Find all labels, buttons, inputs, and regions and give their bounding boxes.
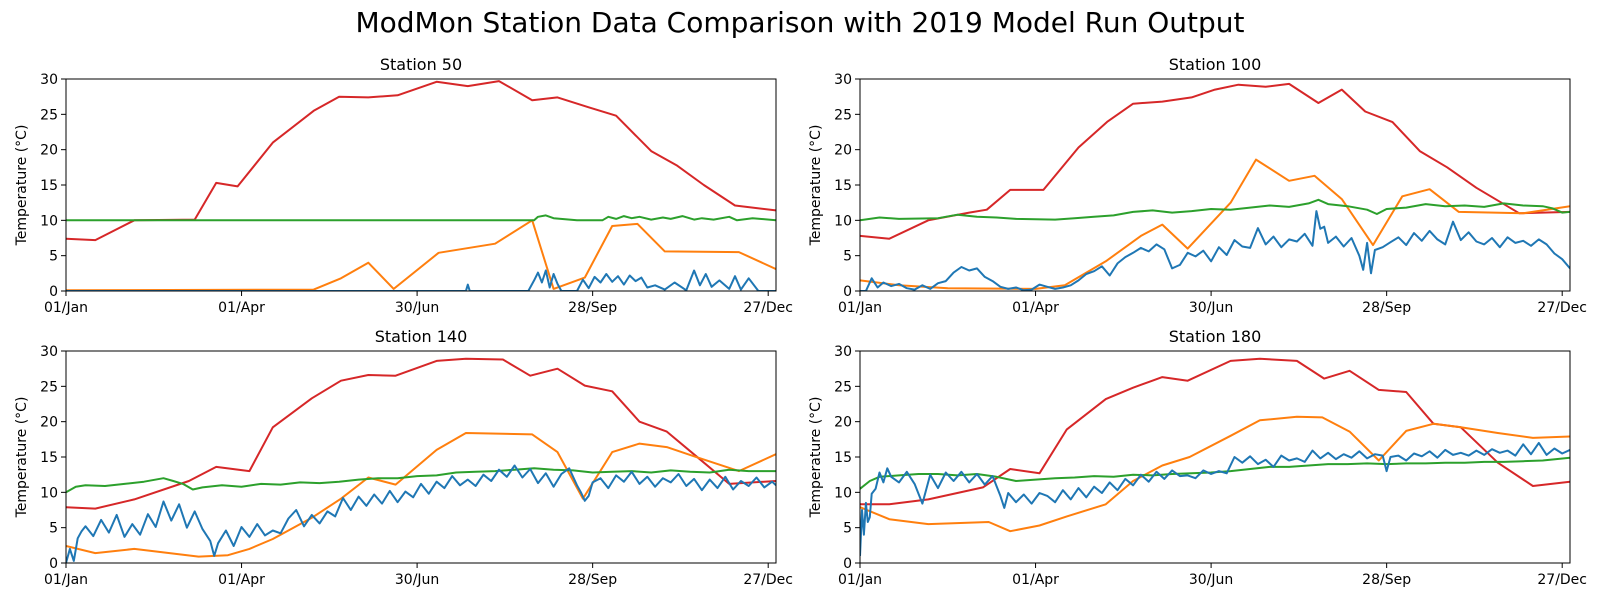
y-tick-label: 20 (834, 415, 852, 431)
series-line-green (66, 214, 776, 222)
x-tick-label: 01/Jan (838, 300, 882, 316)
y-tick-label: 5 (843, 521, 852, 537)
series-line-red (66, 80, 776, 242)
x-tick-label: 01/Apr (218, 572, 265, 588)
x-tick-label: 30/Jun (1189, 300, 1233, 316)
y-axis-label: Temperature (°C) (14, 125, 30, 247)
series-line-orange (66, 432, 776, 558)
y-tick-label: 25 (40, 379, 58, 395)
plot-frame (65, 350, 777, 564)
x-tick-label: 01/Apr (218, 300, 265, 316)
y-tick-label: 25 (40, 107, 58, 123)
x-tick-label: 27/Dec (1537, 300, 1587, 316)
y-tick-label: 5 (49, 521, 58, 537)
y-tick-label: 15 (834, 178, 852, 194)
y-tick-label: 10 (40, 485, 58, 501)
x-tick-label: 30/Jun (395, 572, 439, 588)
y-tick-label: 15 (834, 450, 852, 466)
y-tick-label: 10 (834, 485, 852, 501)
x-tick-label: 01/Jan (44, 300, 88, 316)
y-tick-label: 5 (843, 249, 852, 265)
y-tick-label: 0 (49, 556, 58, 572)
y-tick-label: 20 (40, 415, 58, 431)
plot-frame (859, 78, 1571, 292)
subplot-title: Station 140 (375, 327, 468, 346)
subplot-station-2: 0 5 10 15 20 25 30 01/Jan 01/Apr 30/Jun 28/Sep 27/D… (14, 327, 793, 588)
y-tick-label: 25 (834, 379, 852, 395)
x-tick-label: 01/Apr (1012, 300, 1059, 316)
series-line-red (860, 357, 1570, 506)
y-axis-label: Temperature (°C) (14, 397, 30, 519)
y-tick-label: 0 (843, 556, 852, 572)
plot-frame (65, 78, 777, 292)
x-tick-label: 28/Sep (1362, 300, 1411, 316)
x-tick-label: 01/Jan (838, 572, 882, 588)
plot-frame (859, 350, 1571, 564)
x-tick-label: 30/Jun (395, 300, 439, 316)
subplot-station-0: 0 5 10 15 20 25 30 01/Jan 01/Apr 30/Jun 28/Sep 27/D… (14, 55, 793, 316)
y-axis-label: Temperature (°C) (808, 397, 824, 519)
y-tick-label: 5 (49, 249, 58, 265)
series-line-orange (860, 158, 1570, 290)
x-tick-label: 28/Sep (1362, 572, 1411, 588)
subplot-title: Station 50 (380, 55, 462, 74)
x-tick-label: 01/Apr (1012, 572, 1059, 588)
y-tick-label: 0 (843, 284, 852, 300)
x-tick-label: 28/Sep (568, 572, 617, 588)
series-line-red (66, 357, 776, 510)
y-tick-label: 20 (40, 143, 58, 159)
series-line-blue (860, 210, 1570, 291)
series-line-orange (860, 415, 1570, 533)
series-line-blue (66, 269, 776, 291)
y-tick-label: 0 (49, 284, 58, 300)
subplot-title: Station 100 (1169, 55, 1262, 74)
y-tick-label: 30 (40, 72, 58, 88)
y-tick-label: 30 (834, 344, 852, 360)
x-tick-label: 01/Jan (44, 572, 88, 588)
x-tick-label: 27/Dec (1537, 572, 1587, 588)
series-line-blue (860, 441, 1570, 556)
x-tick-label: 27/Dec (743, 300, 793, 316)
y-tick-label: 20 (834, 143, 852, 159)
y-tick-label: 10 (834, 213, 852, 229)
y-tick-label: 15 (40, 450, 58, 466)
y-tick-label: 15 (40, 178, 58, 194)
y-tick-label: 30 (834, 72, 852, 88)
y-axis-label: Temperature (°C) (808, 125, 824, 247)
y-tick-label: 25 (834, 107, 852, 123)
series-line-green (860, 198, 1570, 222)
figure-title: ModMon Station Data Comparison with 2019… (355, 6, 1245, 39)
series-line-red (860, 82, 1570, 240)
x-tick-label: 28/Sep (568, 300, 617, 316)
subplot-title: Station 180 (1169, 327, 1262, 346)
x-tick-label: 27/Dec (743, 572, 793, 588)
series-line-green (66, 467, 776, 494)
series-line-orange (66, 219, 776, 291)
x-tick-label: 30/Jun (1189, 572, 1233, 588)
subplot-station-3: 0 5 10 15 20 25 30 01/Jan 01/Apr 30/Jun 28/Sep 27/D… (808, 327, 1587, 588)
y-tick-label: 10 (40, 213, 58, 229)
series-line-blue (66, 464, 776, 563)
subplot-station-1: 0 5 10 15 20 25 30 01/Jan 01/Apr 30/Jun 28/Sep 27/D… (808, 55, 1587, 316)
y-tick-label: 30 (40, 344, 58, 360)
